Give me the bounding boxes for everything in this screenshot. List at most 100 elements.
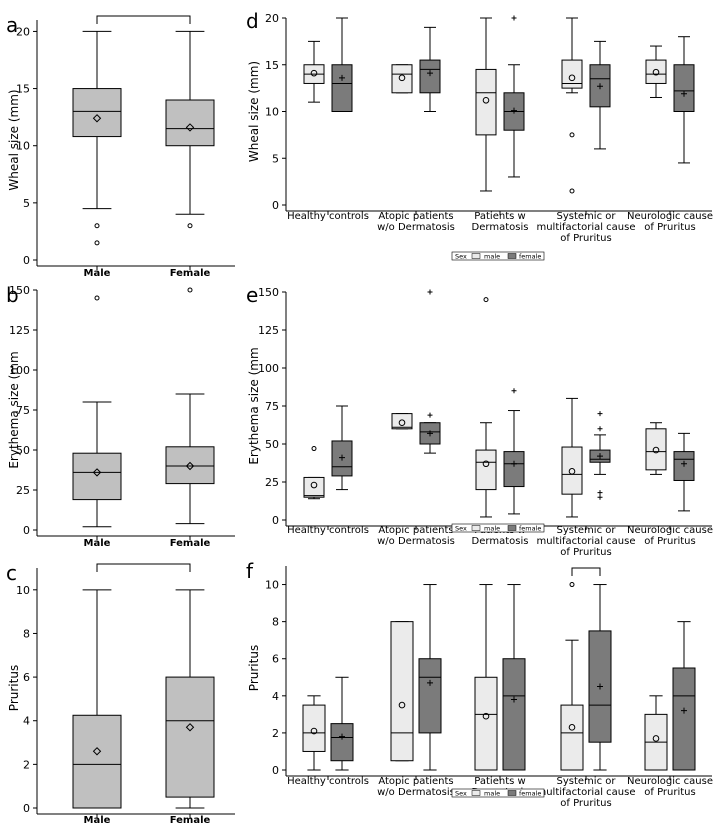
- box-iqr: [390, 621, 414, 762]
- box: [589, 40, 611, 150]
- y-tick-label: 0: [272, 199, 279, 212]
- box: [645, 422, 667, 475]
- y-axis-label: Pruritus: [247, 645, 261, 691]
- outlier-point: [94, 240, 100, 246]
- y-tick-label: 75: [265, 400, 279, 413]
- y-tick-label: 0: [23, 802, 30, 815]
- y-tick-label: 50: [265, 438, 279, 451]
- legend-frame: [451, 523, 545, 533]
- y-tick-label: 6: [23, 671, 30, 684]
- x-tick-label: Atopic patients: [378, 211, 453, 222]
- y-tick-label: 4: [272, 690, 279, 703]
- mean-marker: [482, 96, 490, 104]
- box: [419, 26, 441, 112]
- y-tick-label: 20: [16, 25, 30, 38]
- x-tick-label: Healthy controls: [287, 776, 369, 787]
- mean-marker: [427, 70, 433, 77]
- legend-frame: [451, 788, 545, 798]
- mean-marker: [681, 707, 687, 714]
- mean-marker: [427, 430, 433, 437]
- y-tick-label: 75: [16, 404, 30, 417]
- box-iqr: [165, 99, 215, 147]
- legend-label-female: female: [519, 525, 541, 533]
- outlier-point: [94, 295, 100, 301]
- x-tick-label: Male: [84, 815, 111, 826]
- box: [302, 695, 326, 771]
- mean-marker: [511, 107, 517, 114]
- y-tick-label: 6: [272, 653, 279, 666]
- mean-marker: [652, 446, 660, 454]
- box: [561, 397, 583, 518]
- box: [475, 297, 497, 518]
- box: [418, 584, 442, 771]
- box-iqr: [645, 428, 667, 471]
- mean-marker: [511, 696, 517, 703]
- legend-title: Sex: [455, 525, 467, 533]
- outlier-point: [511, 15, 517, 21]
- mean-marker: [339, 733, 345, 740]
- panel-letter-f: f: [246, 559, 254, 583]
- box-iqr: [475, 449, 497, 491]
- y-axis-label: Erythema size (mm: [7, 351, 21, 468]
- box: [673, 432, 695, 512]
- box-iqr: [503, 451, 525, 488]
- box-iqr: [673, 64, 695, 112]
- box: [390, 621, 414, 762]
- panel-d: d 0 5 10 15 20 Wheal size (mm) Healthy controls…: [246, 9, 713, 261]
- x-tick-label: of Pruritus: [644, 787, 695, 798]
- box: [474, 584, 498, 771]
- box-iqr: [672, 667, 696, 771]
- outlier-point: [597, 490, 603, 496]
- legend-frame: [451, 251, 545, 261]
- legend: Sex male female: [451, 788, 545, 798]
- legend: Sex male female: [451, 251, 545, 261]
- box: [644, 695, 668, 771]
- box: [560, 582, 584, 771]
- panel-e: e 0 25 50 75 100 125 150 Erythema size (mm Health…: [246, 283, 713, 558]
- y-tick-label: 50: [16, 444, 30, 457]
- x-tick-label: Systemic or: [557, 776, 617, 787]
- box-iqr: [502, 658, 526, 771]
- y-tick-label: 10: [265, 579, 279, 592]
- y-tick-label: 15: [16, 83, 30, 96]
- outlier-point: [94, 223, 100, 229]
- box: [331, 405, 353, 491]
- mean-marker: [597, 83, 603, 90]
- outlier-point: [427, 412, 433, 418]
- mean-marker: [310, 481, 318, 489]
- outlier-point: [187, 287, 193, 293]
- mean-marker: [597, 683, 603, 690]
- outlier-point: [427, 289, 433, 295]
- mean-marker: [398, 419, 406, 427]
- box: [330, 676, 354, 771]
- x-tick-label: Patients w: [474, 211, 525, 222]
- mean-marker: [398, 701, 406, 709]
- legend-label-female: female: [519, 790, 541, 798]
- outlier-point: [511, 388, 517, 394]
- y-tick-label: 0: [272, 514, 279, 527]
- x-tick-label: multifactorial cause: [536, 536, 635, 547]
- x-tick-label: Female: [170, 268, 211, 279]
- mean-marker: [339, 74, 345, 81]
- y-tick-label: 25: [265, 476, 279, 489]
- box: [303, 446, 325, 500]
- x-tick-label: Dermatosis: [472, 536, 529, 547]
- legend-title: Sex: [455, 790, 467, 798]
- mean-marker: [185, 123, 195, 132]
- box: [165, 287, 215, 525]
- y-tick-label: 10: [16, 140, 30, 153]
- mean-marker: [681, 460, 687, 467]
- x-tick-label: Healthy controls: [287, 211, 369, 222]
- x-tick-label: multifactorial cause: [536, 222, 635, 233]
- outlier-point: [483, 297, 489, 303]
- legend: Sex male female: [451, 523, 545, 533]
- y-tick-label: 0: [23, 524, 30, 537]
- y-tick-label: 25: [16, 484, 30, 497]
- box: [673, 36, 695, 164]
- box: [503, 15, 525, 178]
- outlier-point: [187, 223, 193, 229]
- panel-b: b 0 25 50 75 100 125 150 Erythema size (mm Male Fe…: [6, 283, 235, 549]
- x-tick-label: of Pruritus: [560, 798, 611, 809]
- legend-swatch-female: [507, 253, 517, 259]
